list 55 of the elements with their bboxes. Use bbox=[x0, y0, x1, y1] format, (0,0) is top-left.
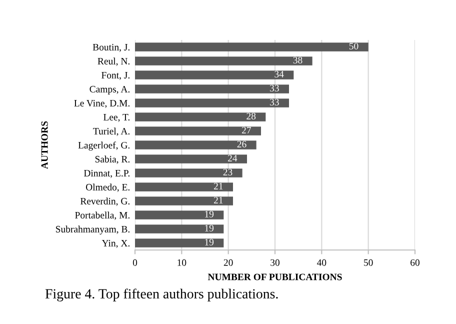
y-tick-label: Font, J. bbox=[102, 72, 130, 80]
x-tick-label: 10 bbox=[178, 259, 186, 266]
data-label: 21 bbox=[214, 196, 223, 204]
bar bbox=[135, 224, 224, 234]
y-tick-label: Reverdin, G. bbox=[80, 198, 130, 206]
y-tick-label: Dinnat, E.P. bbox=[84, 170, 130, 178]
y-axis-title: AUTHORS bbox=[41, 121, 48, 169]
y-tick-label: Le Vine, D.M. bbox=[74, 100, 130, 108]
data-label: 33 bbox=[270, 98, 279, 106]
y-tick-label: Reul, N. bbox=[98, 58, 130, 66]
bar bbox=[135, 140, 256, 150]
y-tick-label: Turiel, A. bbox=[93, 128, 130, 136]
x-axis-title: NUMBER OF PUBLICATIONS bbox=[208, 274, 342, 280]
x-tick-label: 60 bbox=[410, 259, 420, 266]
y-tick-label: Sabia, R. bbox=[95, 156, 130, 164]
bar bbox=[135, 182, 233, 192]
y-tick-label: Subrahmanyam, B. bbox=[56, 226, 130, 234]
bar bbox=[135, 56, 312, 66]
data-label: 19 bbox=[205, 238, 214, 246]
data-label: 23 bbox=[223, 168, 232, 176]
bar bbox=[135, 210, 224, 220]
bar bbox=[135, 154, 247, 164]
x-tick-label: 30 bbox=[270, 259, 280, 266]
x-tick-label: 0 bbox=[132, 259, 138, 266]
data-label: 24 bbox=[228, 154, 238, 162]
data-label: 38 bbox=[293, 56, 302, 64]
y-tick-label: Lagerloef, G. bbox=[78, 142, 130, 151]
y-tick-label: Boutin, J. bbox=[92, 44, 130, 52]
bar bbox=[135, 98, 289, 108]
data-label: 19 bbox=[205, 224, 214, 232]
data-label: 19 bbox=[205, 210, 214, 218]
data-label: 33 bbox=[270, 84, 279, 92]
x-tick-label: 20 bbox=[224, 259, 233, 266]
y-tick-label: Camps, A. bbox=[90, 86, 130, 94]
y-tick-label: Portabella, M. bbox=[75, 212, 130, 220]
bar bbox=[135, 84, 289, 94]
bar bbox=[135, 70, 294, 80]
bar bbox=[135, 238, 224, 248]
data-label: 21 bbox=[214, 182, 223, 190]
bar bbox=[135, 112, 266, 122]
bar bbox=[135, 168, 242, 178]
bar bbox=[135, 42, 368, 52]
data-label: 50 bbox=[349, 42, 358, 50]
x-tick-label: 40 bbox=[316, 259, 326, 266]
x-tick-label: 50 bbox=[364, 259, 373, 266]
y-tick-label: Olmedo, E. bbox=[86, 184, 130, 192]
bar bbox=[135, 126, 261, 136]
y-tick-label: Lee, T. bbox=[104, 114, 130, 122]
data-label: 34 bbox=[274, 70, 284, 78]
bar bbox=[135, 196, 233, 206]
data-label: 26 bbox=[237, 140, 246, 148]
data-label: 28 bbox=[246, 112, 256, 120]
y-tick-label: Yin, X. bbox=[102, 240, 130, 248]
data-label: 27 bbox=[242, 126, 251, 134]
caption: Figure 4. Top fifteen authors publications. bbox=[45, 288, 278, 302]
